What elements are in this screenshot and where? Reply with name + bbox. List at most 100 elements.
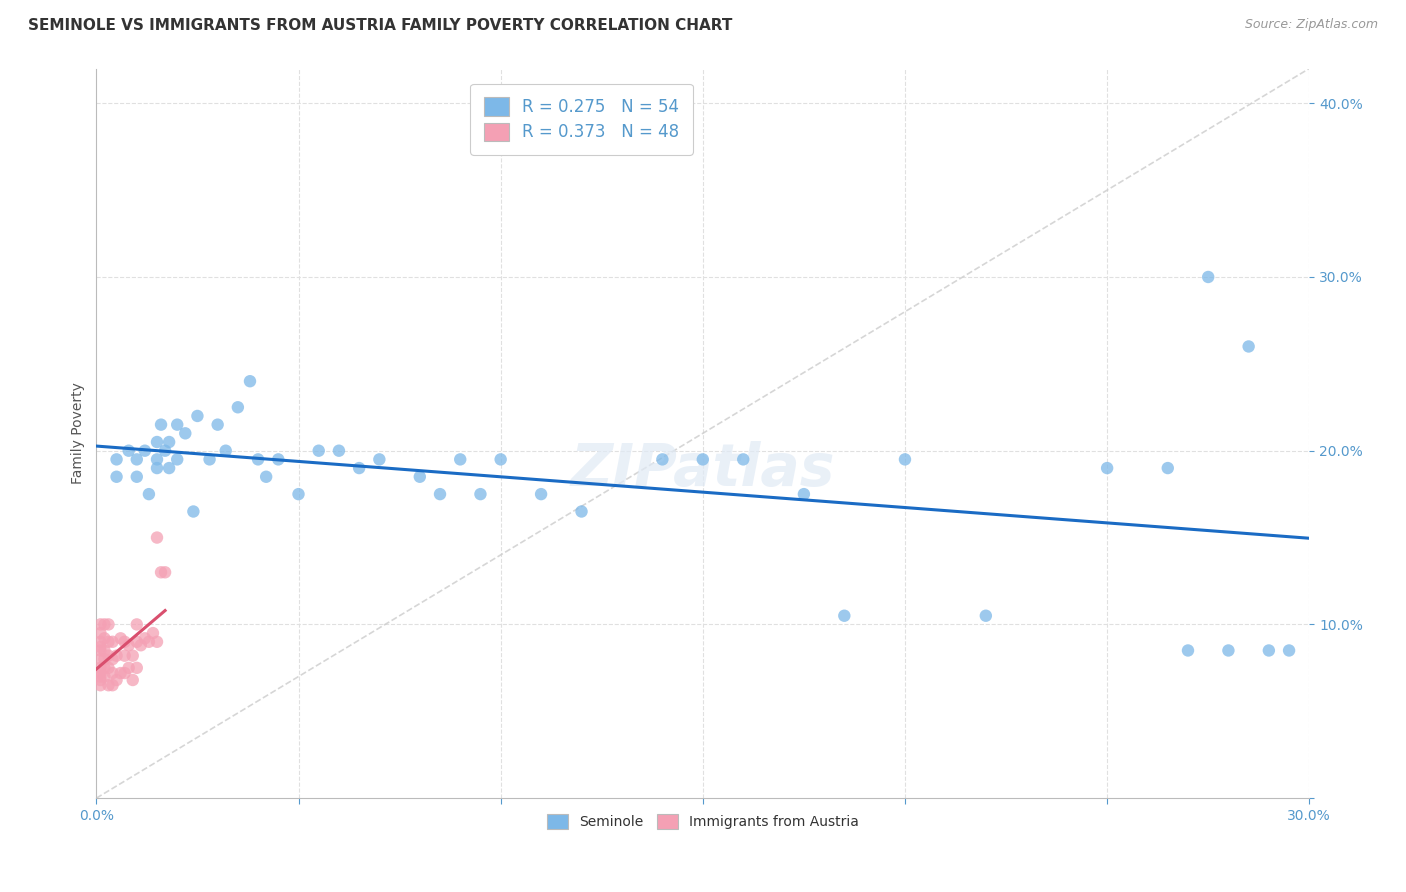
Point (183, 504, 205, 518)
Legend: Seminole, Immigrants from Austria: Seminole, Immigrants from Austria (541, 809, 865, 835)
Point (368, 452, 391, 467)
Point (308, 443, 330, 458)
Point (153, 566, 176, 580)
Point (267, 452, 290, 467)
Point (226, 401, 249, 415)
Point (134, 443, 156, 458)
Text: SEMINOLE VS IMMIGRANTS FROM AUSTRIA FAMILY POVERTY CORRELATION CHART: SEMINOLE VS IMMIGRANTS FROM AUSTRIA FAMI… (28, 18, 733, 33)
Point (110, 632, 132, 646)
Point (110, 666, 132, 681)
Point (530, 487, 553, 501)
Point (733, 452, 755, 467)
Point (347, 461, 370, 475)
Point (89, 673, 111, 687)
Point (118, 638, 141, 652)
Point (118, 443, 141, 458)
Point (157, 435, 180, 450)
Point (93, 661, 115, 675)
Point (134, 632, 156, 646)
Point (157, 461, 180, 475)
Point (834, 608, 856, 623)
Point (101, 678, 124, 692)
Point (894, 452, 917, 467)
Point (93, 652, 115, 666)
Point (142, 626, 165, 640)
Point (1197, 270, 1219, 285)
Point (146, 461, 169, 475)
Point (114, 648, 136, 663)
Point (97, 678, 120, 692)
Point (125, 469, 148, 483)
Point (247, 452, 270, 467)
Point (114, 666, 136, 681)
Point (254, 469, 277, 483)
Point (97, 661, 120, 675)
Point (651, 452, 673, 467)
Point (1237, 339, 1260, 353)
Point (89, 669, 111, 683)
Point (207, 417, 229, 432)
Point (287, 487, 309, 501)
Y-axis label: Family Poverty: Family Poverty (72, 383, 86, 484)
Point (150, 417, 173, 432)
Point (146, 634, 169, 648)
Point (138, 487, 160, 501)
Point (89, 626, 111, 640)
Point (150, 566, 173, 580)
Point (429, 487, 451, 501)
Point (174, 426, 197, 441)
Point (1177, 643, 1199, 657)
Point (93, 632, 115, 646)
Point (793, 487, 815, 501)
Point (146, 452, 169, 467)
Point (89, 640, 111, 654)
Point (89, 634, 111, 648)
Point (1157, 461, 1180, 475)
Point (449, 452, 471, 467)
Point (166, 417, 188, 432)
Point (105, 469, 128, 483)
Point (138, 634, 160, 648)
Point (692, 452, 714, 467)
Point (125, 634, 148, 648)
Point (93, 643, 115, 657)
Text: ZIPatlas: ZIPatlas (571, 442, 835, 499)
Point (1095, 461, 1118, 475)
Point (974, 608, 997, 623)
Point (121, 673, 143, 687)
Point (97, 617, 120, 632)
Point (571, 504, 593, 518)
Point (97, 648, 120, 663)
Point (125, 661, 148, 675)
Point (470, 487, 492, 501)
Point (146, 435, 169, 450)
Point (409, 469, 432, 483)
Point (101, 666, 124, 681)
Point (89, 643, 111, 657)
Point (97, 634, 120, 648)
Point (105, 452, 128, 467)
Point (166, 452, 188, 467)
Point (215, 443, 238, 458)
Point (125, 617, 148, 632)
Point (89, 652, 111, 666)
Point (328, 443, 350, 458)
Point (89, 661, 111, 675)
Point (101, 634, 124, 648)
Point (89, 617, 111, 632)
Point (489, 452, 512, 467)
Point (125, 452, 148, 467)
Point (114, 634, 136, 648)
Text: Source: ZipAtlas.com: Source: ZipAtlas.com (1244, 18, 1378, 31)
Point (101, 652, 124, 666)
Point (105, 673, 128, 687)
Point (1278, 643, 1301, 657)
Point (89, 666, 111, 681)
Point (198, 452, 221, 467)
Point (239, 374, 262, 388)
Point (118, 661, 141, 675)
Point (89, 678, 111, 692)
Point (1257, 643, 1279, 657)
Point (153, 443, 176, 458)
Point (146, 531, 169, 545)
